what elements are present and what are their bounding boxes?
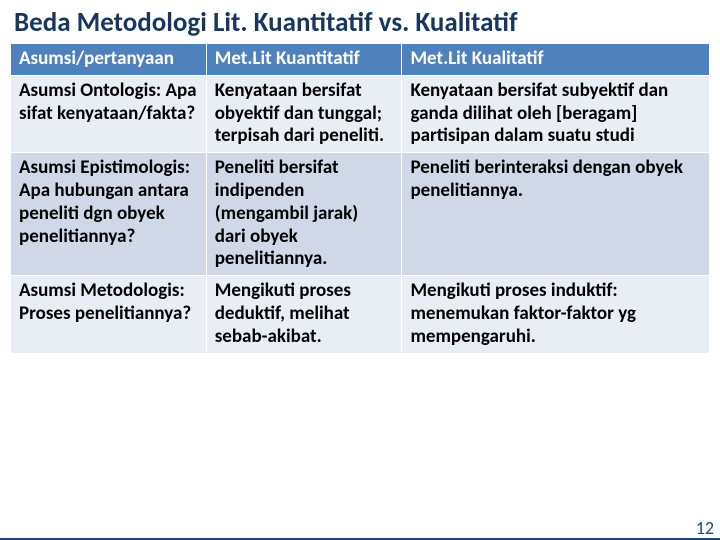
cell-quantitative: Mengikuti proses deduktif, melihat sebab… — [206, 276, 402, 353]
cell-qualitative: Peneliti berinteraksi dengan obyek penel… — [402, 153, 710, 276]
cell-assumption: Asumsi Metodologis: Proses penelitiannya… — [11, 276, 207, 353]
comparison-table: Asumsi/pertanyaan Met.Lit Kuantitatif Me… — [10, 43, 710, 354]
header-assumption: Asumsi/pertanyaan — [11, 44, 207, 76]
header-qualitative: Met.Lit Kualitatif — [402, 44, 710, 76]
table-row: Asumsi Metodologis: Proses penelitiannya… — [11, 276, 710, 353]
slide-title: Beda Metodologi Lit. Kuantitatif vs. Kua… — [0, 0, 720, 43]
cell-assumption: Asumsi Epistimologis: Apa hubungan antar… — [11, 153, 207, 276]
header-quantitative: Met.Lit Kuantitatif — [206, 44, 402, 76]
cell-qualitative: Mengikuti proses induktif: menemukan fak… — [402, 276, 710, 353]
cell-qualitative: Kenyataan bersifat subyektif dan ganda d… — [402, 75, 710, 152]
table-row: Asumsi Epistimologis: Apa hubungan antar… — [11, 153, 710, 276]
page-number: 12 — [696, 517, 714, 539]
cell-assumption: Asumsi Ontologis: Apa sifat kenyataan/fa… — [11, 75, 207, 152]
table-header-row: Asumsi/pertanyaan Met.Lit Kuantitatif Me… — [11, 44, 710, 76]
cell-quantitative: Kenyataan bersifat obyektif dan tunggal;… — [206, 75, 402, 152]
cell-quantitative: Peneliti bersifat indipenden (mengambil … — [206, 153, 402, 276]
table-row: Asumsi Ontologis: Apa sifat kenyataan/fa… — [11, 75, 710, 152]
